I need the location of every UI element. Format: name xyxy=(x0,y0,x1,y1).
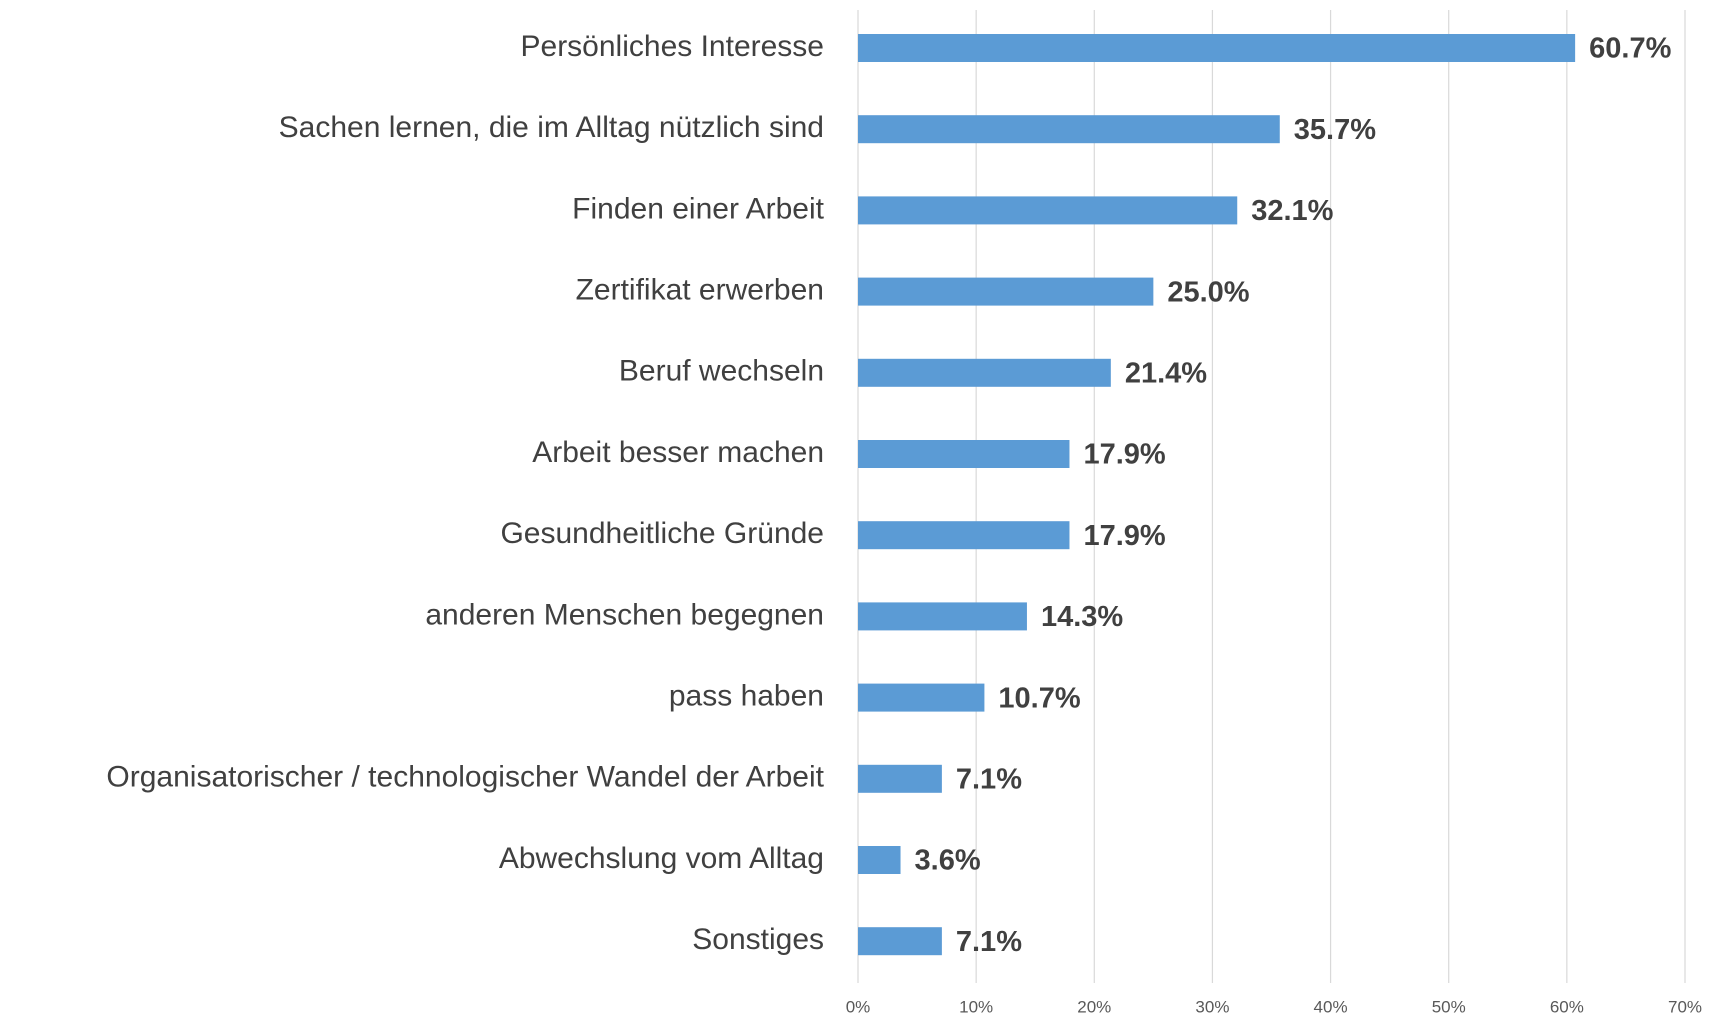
data-label: 7.1% xyxy=(956,763,1022,795)
category-label: Finden einer Arbeit xyxy=(572,192,824,225)
x-tick-label: 60% xyxy=(1550,997,1584,1016)
x-tick-label: 70% xyxy=(1668,997,1702,1016)
x-tick-label: 40% xyxy=(1314,997,1348,1016)
data-label: 60.7% xyxy=(1589,33,1671,65)
category-label: Sachen lernen, die im Alltag nützlich si… xyxy=(279,111,824,144)
bar xyxy=(858,846,901,874)
x-tick-label: 20% xyxy=(1077,997,1111,1016)
x-tick-label: 30% xyxy=(1195,997,1229,1016)
bar xyxy=(858,927,942,956)
data-label: 14.3% xyxy=(1041,601,1123,633)
category-label: Abwechslung vom Alltag xyxy=(499,842,824,875)
bar xyxy=(858,602,1027,631)
bar xyxy=(858,683,985,712)
data-label: 21.4% xyxy=(1125,357,1207,389)
bar xyxy=(858,196,1238,225)
category-label: anderen Menschen begegnen xyxy=(425,598,824,631)
data-label: 3.6% xyxy=(915,845,981,877)
bar xyxy=(858,115,1280,144)
category-label: Persönliches Interesse xyxy=(521,30,825,63)
bar xyxy=(858,764,942,793)
data-label: 17.9% xyxy=(1083,520,1165,552)
category-label: Gesundheitliche Gründe xyxy=(500,517,824,550)
bar xyxy=(858,34,1576,62)
data-label: 35.7% xyxy=(1294,114,1376,146)
data-label: 17.9% xyxy=(1083,439,1165,471)
bar xyxy=(858,277,1154,306)
x-tick-label: 50% xyxy=(1432,997,1466,1016)
category-label: Zertifikat erwerben xyxy=(576,274,824,307)
bar xyxy=(858,521,1070,550)
data-label: 32.1% xyxy=(1251,195,1333,227)
category-label: Organisatorischer / technologischer Wand… xyxy=(106,761,824,794)
data-label: 25.0% xyxy=(1167,276,1249,308)
category-label: Sonstiges xyxy=(692,923,824,956)
category-label: Arbeit besser machen xyxy=(532,436,824,469)
x-tick-label: 10% xyxy=(959,997,993,1016)
bar xyxy=(858,440,1070,468)
data-label: 10.7% xyxy=(998,682,1080,714)
x-tick-label: 0% xyxy=(846,997,871,1016)
category-label: pass haben xyxy=(669,680,824,713)
category-label: Beruf wechseln xyxy=(619,355,824,388)
bar xyxy=(858,358,1111,387)
data-label: 7.1% xyxy=(956,926,1022,958)
